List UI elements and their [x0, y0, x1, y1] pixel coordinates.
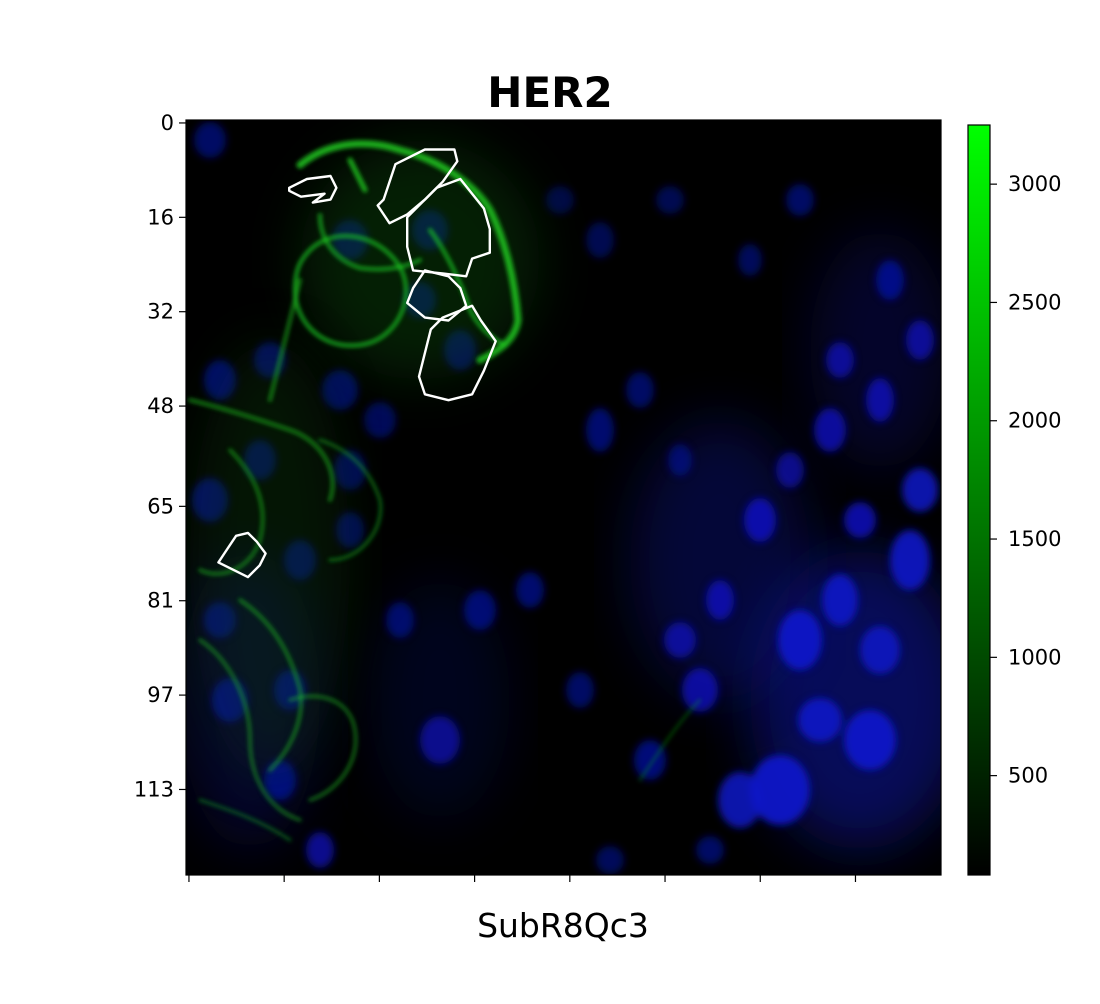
y-tick-label: 113	[134, 777, 174, 801]
colorbar-tick-label: 3000	[1008, 172, 1061, 196]
colorbar-tick-label: 1000	[1008, 645, 1061, 669]
colorbar-tick-label: 2000	[1008, 409, 1061, 433]
y-tick-label: 97	[147, 683, 174, 707]
cell-outline	[406, 177, 491, 278]
y-tick-label: 81	[147, 589, 174, 613]
cell-outline	[288, 174, 338, 204]
colorbar-tick-label: 2500	[1008, 290, 1061, 314]
colorbar-gradient	[967, 124, 991, 876]
x-axis-label: SubR8Qc3	[477, 906, 649, 945]
y-tick-label: 32	[147, 300, 174, 324]
cell-outline	[406, 269, 468, 322]
y-tick-label: 65	[147, 494, 174, 518]
chart-title: HER2	[487, 68, 612, 117]
colorbar: 500 1000 1500 2000 2500 3000	[967, 124, 1061, 876]
colorbar-tick-label: 500	[1008, 764, 1048, 788]
cell-outlines	[217, 148, 497, 579]
microscopy-image	[186, 120, 941, 875]
y-tick-label: 16	[147, 205, 174, 229]
colorbar-tick-label: 1500	[1008, 527, 1061, 551]
y-axis: 0 16 32 48 65 81 97 113	[134, 111, 186, 801]
cell-outline	[217, 531, 267, 579]
cell-outline	[417, 304, 497, 402]
x-axis	[188, 875, 857, 882]
colorbar-ticks: 500 1000 1500 2000 2500 3000	[990, 172, 1061, 788]
y-tick-label: 48	[147, 394, 174, 418]
cell-outline	[376, 148, 459, 225]
image-border	[185, 119, 942, 876]
y-tick-label: 0	[161, 111, 174, 135]
